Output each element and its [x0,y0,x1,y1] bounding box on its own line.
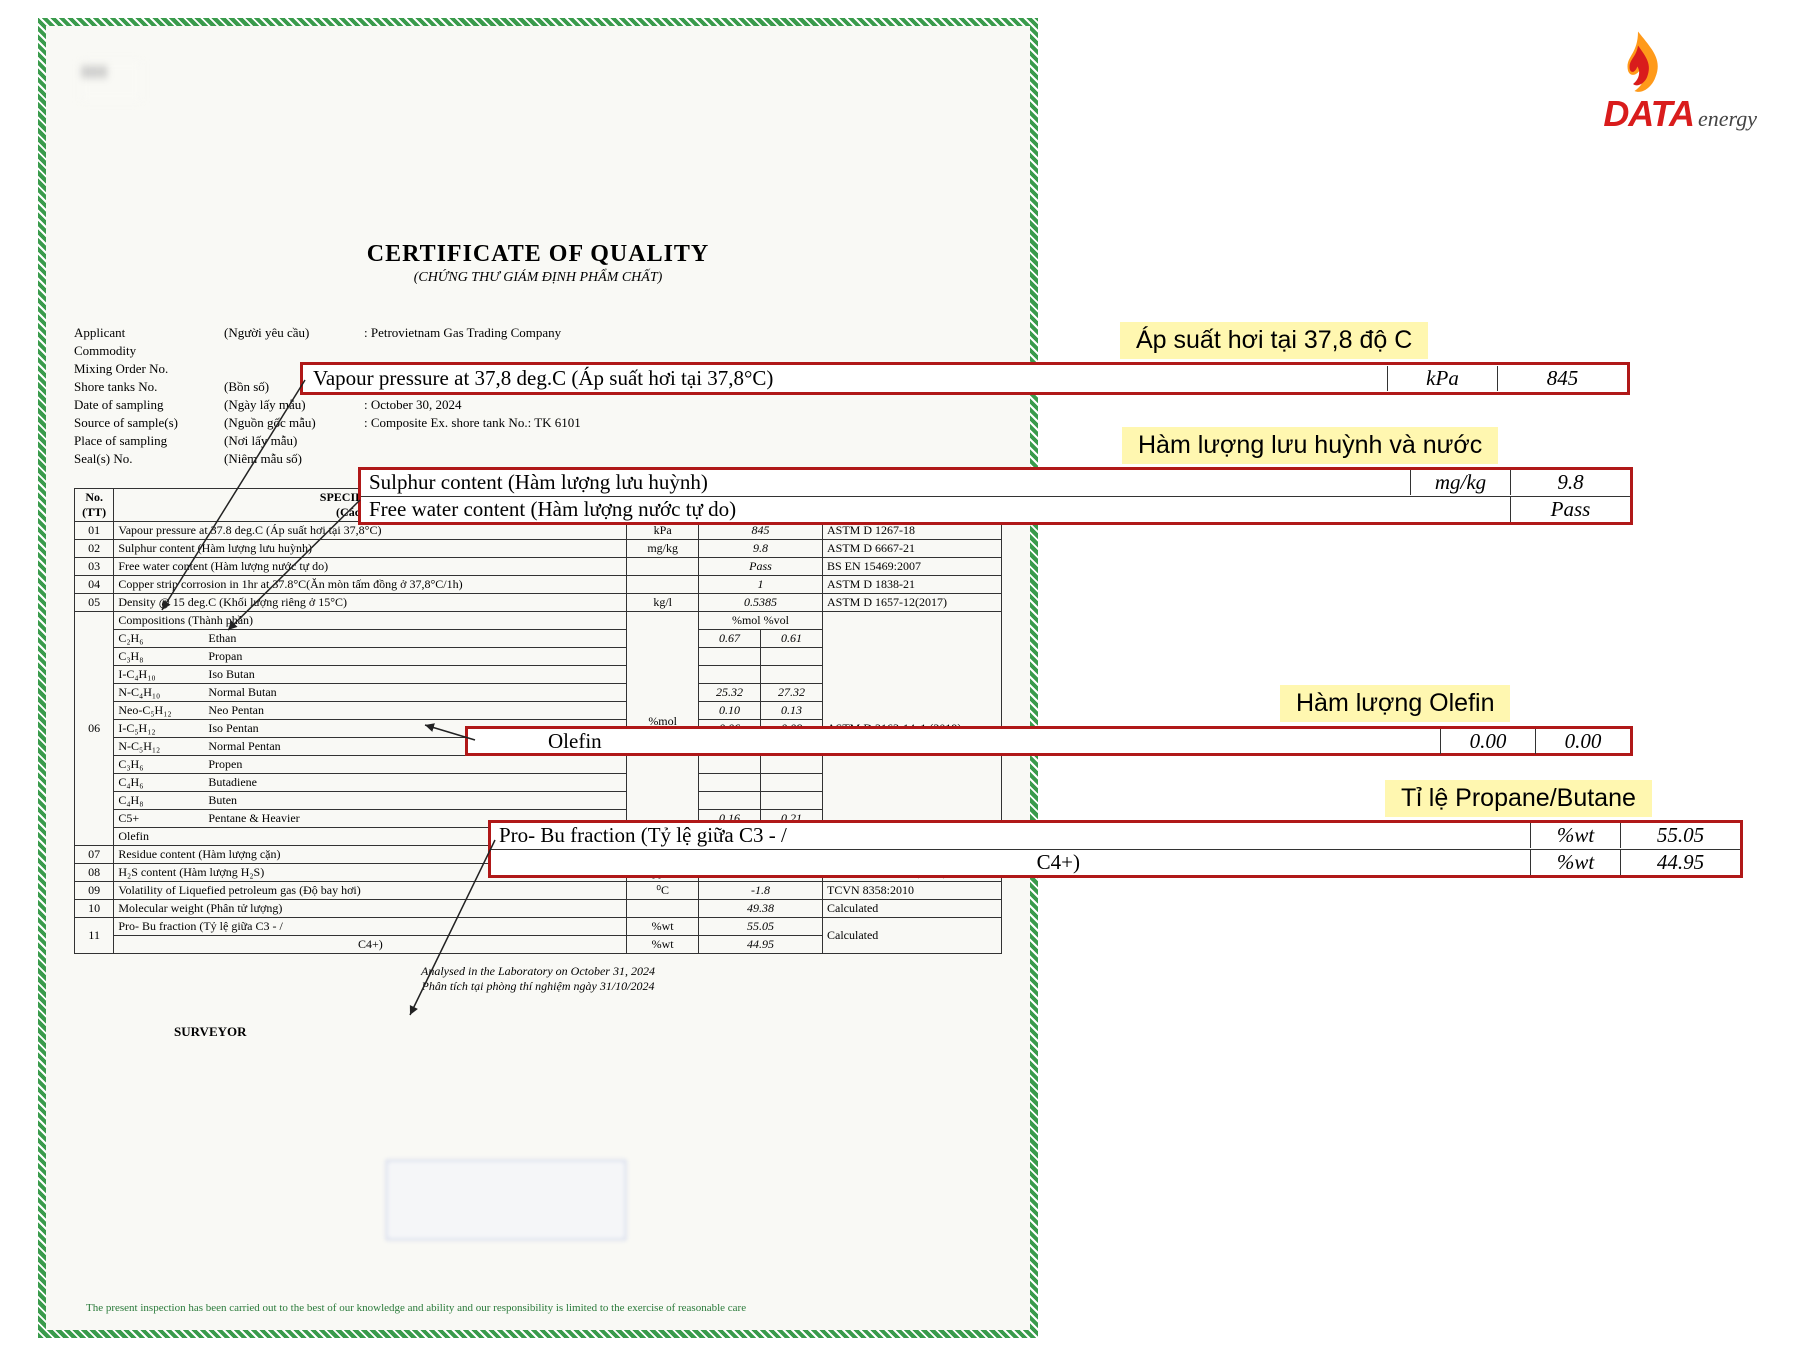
callout-1-unit: kPa [1387,366,1497,391]
callout-3-label: Hàm lượng Olefin [1280,685,1510,722]
table-row: 09Volatility of Liquefied petroleum gas … [75,882,1002,900]
doc-title: CERTIFICATE OF QUALITY [74,241,1002,268]
meta-en: Seal(s) No. [74,451,224,467]
logo-brand-text: DATA [1603,93,1694,134]
certificate-document: ▮▮▮ CERTIFICATE OF QUALITY (CHỨNG THƯ GI… [38,18,1038,1338]
callout-1-box: Vapour pressure at 37,8 deg.C (Áp suất h… [300,362,1630,395]
meta-val: : October 30, 2024 [364,397,1002,413]
meta-vi: (Nơi lấy mẫu) [224,433,364,449]
meta-row: Commodity [74,342,1002,360]
table-row: 04Copper strip corrosion in 1hr at 37.8°… [75,576,1002,594]
callout-3-v2: 0.00 [1535,729,1630,754]
meta-en: Applicant [74,325,224,341]
meta-row: Source of sample(s) (Nguồn gốc mẫu) : Co… [74,414,1002,432]
callout-4-line2: C4+) [491,850,1530,875]
analysed-en: Analysed in the Laboratory on October 31… [74,964,1002,979]
callout-4-v2: 44.95 [1620,850,1740,875]
callout-4-label: Tỉ lệ Propane/Butane [1385,780,1652,817]
meta-vi: (Nguồn gốc mẫu) [224,415,364,431]
callout-4-v1: 55.05 [1620,823,1740,848]
th-no: No. (TT) [75,489,114,522]
table-row: 10Molecular weight (Phân tử lượng)49.38C… [75,900,1002,918]
callout-2-box: Sulphur content (Hàm lượng lưu huỳnh) mg… [358,467,1633,525]
meta-val: : Composite Ex. shore tank No.: TK 6101 [364,415,1002,431]
meta-val [364,433,1002,449]
surveyor-label: SURVEYOR [174,1024,1002,1040]
meta-en: Commodity [74,343,224,359]
meta-vi: (Niêm mẫu số) [224,451,364,467]
table-row: 11Pro- Bu fraction (Tỷ lệ giữa C3 - /%wt… [75,918,1002,936]
footer-disclaimer: The present inspection has been carried … [86,1302,990,1314]
meta-vi: (Người yêu cầu) [224,325,364,341]
meta-val: : Petrovietnam Gas Trading Company [364,325,1002,341]
callout-3-v1: 0.00 [1440,729,1535,754]
meta-en: Place of sampling [74,433,224,449]
meta-row: Place of sampling (Nơi lấy mẫu) [74,432,1002,450]
spec-table: No. (TT) SPECIFICATIONS (Các chỉ tiêu) U… [74,488,1002,954]
logo-suffix-text: energy [1698,106,1757,131]
flame-icon [1603,28,1673,98]
meta-en: Source of sample(s) [74,415,224,431]
meta-row: Applicant (Người yêu cầu) : Petrovietnam… [74,324,1002,342]
meta-en: Mixing Order No. [74,361,224,377]
callout-3-text: Olefin [468,729,1440,754]
meta-block: Applicant (Người yêu cầu) : Petrovietnam… [74,324,1002,468]
callout-1-label: Áp suất hơi tại 37,8 độ C [1120,322,1428,359]
table-row: 05Density @ 15 deg.C (Khối lượng riêng ở… [75,594,1002,612]
analysed-vi: Phân tích tại phòng thí nghiệm ngày 31/1… [74,979,1002,994]
callout-4-line1: Pro- Bu fraction (Tỷ lệ giữa C3 - / [491,823,1530,848]
brand-logo: DATAenergy [1603,28,1757,135]
meta-vi [224,343,364,359]
doc-subtitle: (CHỨNG THƯ GIÁM ĐỊNH PHẨM CHẤT) [74,270,1002,286]
meta-row: Date of sampling (Ngày lấy mẫu) : Octobe… [74,396,1002,414]
callout-1-val: 845 [1497,366,1627,391]
callout-3-box: Olefin 0.00 0.00 [465,726,1633,756]
meta-en: Shore tanks No. [74,379,224,395]
table-row: 02Sulphur content (Hàm lượng lưu huỳnh)m… [75,540,1002,558]
callout-2-line1: Sulphur content (Hàm lượng lưu huỳnh) [361,470,1410,495]
meta-val [364,451,1002,467]
meta-en: Date of sampling [74,397,224,413]
callout-2-unit1: mg/kg [1410,470,1510,495]
callout-1-text: Vapour pressure at 37,8 deg.C (Áp suất h… [303,366,1387,391]
callout-2-val2: Pass [1510,497,1630,522]
callout-4-box: Pro- Bu fraction (Tỷ lệ giữa C3 - / %wt … [488,820,1743,878]
stamp [386,1160,626,1240]
callout-4-unit1: %wt [1530,823,1620,848]
meta-row: Seal(s) No. (Niêm mẫu số) [74,450,1002,468]
meta-val [364,343,1002,359]
callout-4-unit2: %wt [1530,850,1620,875]
table-row: 06 Compositions (Thành phần) %mol & %mol… [75,612,1002,630]
table-row: 03Free water content (Hàm lượng nước tự … [75,558,1002,576]
callout-2-val1: 9.8 [1510,470,1630,495]
meta-vi: (Ngày lấy mẫu) [224,397,364,413]
callout-2-line2: Free water content (Hàm lượng nước tự do… [361,497,1410,522]
callout-2-label: Hàm lượng lưu huỳnh và nước [1122,427,1498,464]
